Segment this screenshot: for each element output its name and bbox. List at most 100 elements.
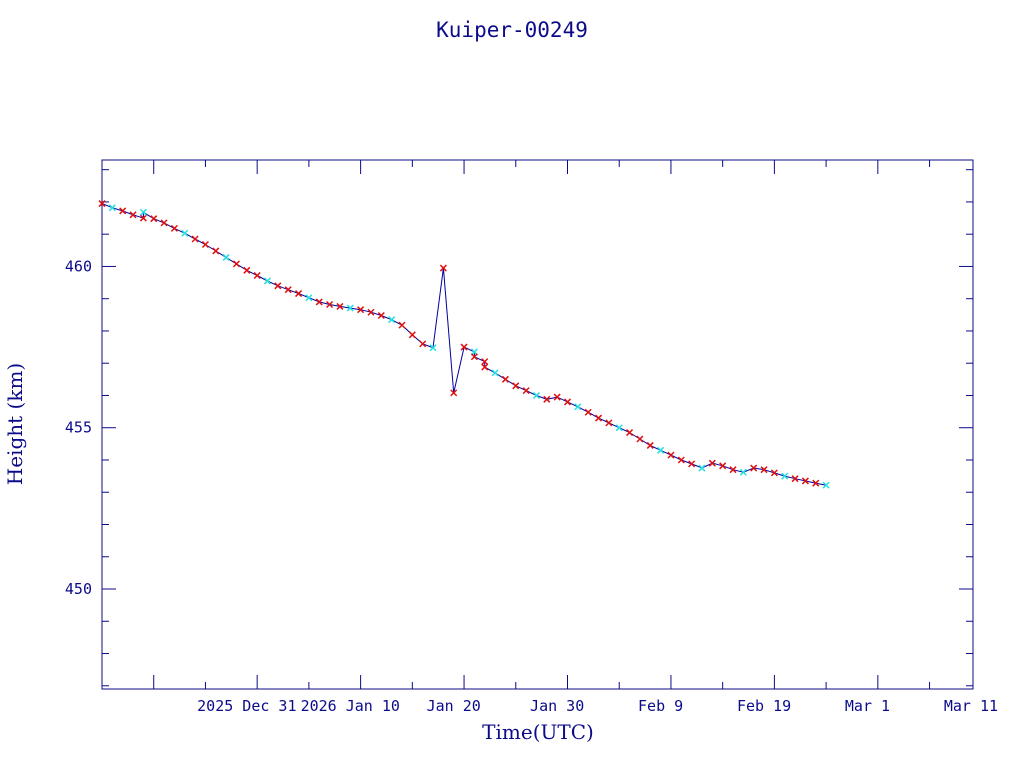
- data-point-stroke: [119, 207, 127, 215]
- data-point: [615, 424, 623, 432]
- data-point-stroke: [605, 419, 613, 427]
- data-point: [377, 311, 385, 320]
- x-axis: 2025 Dec 31 2026 Jan 10 Jan 20 Jan 30 Feb 9 F…: [101, 160, 998, 715]
- data-point-stroke: [460, 343, 468, 351]
- data-point-stroke: [450, 389, 458, 397]
- data-point: [470, 353, 478, 361]
- data-point-stroke: [532, 391, 540, 399]
- y-tick-label: 450: [65, 580, 92, 598]
- data-point: [563, 398, 572, 406]
- data-point-stroke: [367, 308, 375, 316]
- data-point: [367, 308, 375, 316]
- data-point-stroke: [501, 375, 509, 383]
- data-point: [574, 403, 582, 411]
- x-tick-label: 2025 Dec 31: [197, 697, 296, 715]
- x-tick-label: Jan 30: [530, 697, 584, 715]
- data-point: [770, 469, 778, 477]
- data-point-stroke: [274, 282, 282, 290]
- data-point: [491, 369, 499, 377]
- data-point-stroke: [429, 344, 437, 352]
- data-point-stroke: [336, 302, 344, 310]
- data-point: [688, 460, 696, 468]
- data-point: [626, 429, 634, 437]
- chart-title: Kuiper-00249: [436, 18, 588, 42]
- data-point: [253, 271, 261, 280]
- data-point-stroke: [781, 472, 789, 480]
- data-point: [160, 219, 168, 227]
- data-point-stroke: [305, 294, 313, 302]
- data-point: [139, 208, 147, 216]
- data-point: [232, 260, 241, 268]
- data-point: [522, 387, 530, 395]
- data-point-stroke: [295, 290, 303, 298]
- data-point-stroke: [326, 300, 334, 309]
- data-point-stroke: [139, 208, 147, 216]
- data-point-stroke: [315, 298, 323, 306]
- plot-frame: [101, 159, 974, 690]
- data-point-stroke: [553, 393, 561, 401]
- data-point-stroke: [657, 446, 665, 454]
- x-tick-label: Jan 20: [427, 697, 481, 715]
- data-point: [212, 247, 220, 255]
- data-point: [584, 408, 592, 416]
- data-point: [398, 321, 406, 329]
- data-point-stroke: [439, 264, 447, 272]
- data-point-stroke: [770, 469, 778, 477]
- data-point: [501, 375, 509, 383]
- markers-group: [98, 200, 830, 489]
- data-point-stroke: [739, 468, 747, 476]
- data-point: [315, 298, 323, 306]
- data-point-stroke: [212, 247, 220, 255]
- data-point: [357, 306, 365, 314]
- data-point: [532, 391, 540, 399]
- data-point-stroke: [801, 477, 809, 485]
- data-point: [201, 240, 209, 249]
- data-point: [657, 446, 665, 454]
- data-point: [460, 343, 468, 351]
- x-tick-label: Feb 9: [638, 697, 683, 715]
- data-point-stroke: [108, 204, 116, 212]
- data-point-stroke: [584, 408, 592, 416]
- data-point-stroke: [481, 363, 489, 371]
- x-axis-label: Time(UTC): [482, 720, 594, 744]
- data-point: [388, 316, 396, 324]
- x-tick-label: 2026 Jan 10: [301, 697, 400, 715]
- data-point: [760, 466, 768, 474]
- data-point-stroke: [636, 435, 644, 443]
- data-point: [119, 207, 127, 215]
- data-point: [346, 304, 354, 312]
- data-point-stroke: [160, 219, 168, 227]
- data-point: [822, 481, 830, 489]
- data-point: [170, 224, 178, 232]
- data-point-stroke: [698, 464, 706, 472]
- data-point: [263, 277, 272, 285]
- data-point: [191, 235, 199, 243]
- data-point-stroke: [491, 369, 499, 377]
- data-point: [812, 479, 820, 487]
- data-point-stroke: [677, 456, 685, 464]
- data-point-stroke: [470, 353, 478, 361]
- data-point-stroke: [522, 387, 530, 395]
- data-point: [181, 229, 189, 237]
- data-point: [781, 472, 789, 480]
- data-point-stroke: [191, 235, 199, 243]
- data-point: [439, 264, 447, 272]
- data-point-stroke: [263, 277, 272, 285]
- data-point-stroke: [812, 479, 820, 487]
- data-point-stroke: [481, 358, 489, 366]
- data-point-stroke: [667, 451, 675, 459]
- data-point-stroke: [512, 382, 520, 390]
- data-point-stroke: [232, 260, 241, 268]
- x-tick-label: Feb 19: [737, 697, 791, 715]
- data-point-stroke: [181, 229, 189, 237]
- data-point-stroke: [419, 340, 427, 348]
- data-point: [419, 340, 427, 348]
- data-point-stroke: [357, 306, 365, 314]
- data-point: [739, 468, 747, 476]
- data-point-stroke: [595, 414, 603, 422]
- data-point: [801, 477, 809, 485]
- data-point: [243, 266, 251, 274]
- y-tick-label: 460: [65, 257, 92, 275]
- data-point-stroke: [626, 429, 634, 437]
